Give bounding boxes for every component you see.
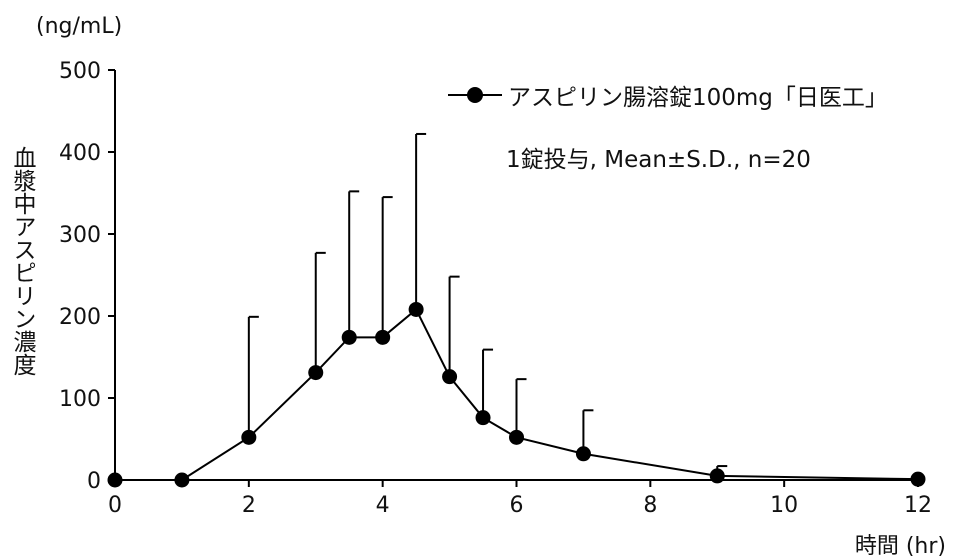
data-point [709, 468, 725, 484]
axes: 0 2 4 6 8 10 12 0 100 200 300 400 500 [59, 59, 932, 518]
x-tick-label: 6 [510, 493, 524, 518]
y-tick-label: 200 [59, 305, 101, 330]
data-point [241, 429, 257, 445]
x-tick-label: 2 [242, 493, 256, 518]
y-axis-title: 血漿中アスピリン濃度 [9, 146, 35, 376]
data-point [375, 329, 391, 345]
y-tick-label: 500 [59, 59, 101, 84]
y-tick-label: 400 [59, 141, 101, 166]
y-tick-label: 300 [59, 223, 101, 248]
chart-annotation: 1錠投与, Mean±S.D., n=20 [506, 147, 811, 173]
x-axis-title: 時間 (hr) [854, 534, 946, 559]
data-point [509, 429, 524, 445]
data-point [107, 472, 123, 488]
legend: アスピリン腸溶錠100mg「日医工」 [446, 80, 888, 111]
y-axis-unit: (ng/mL) [36, 14, 123, 39]
data-point [910, 471, 926, 487]
legend-label: アスピリン腸溶錠100mg「日医工」 [508, 85, 888, 111]
x-tick-label: 4 [376, 493, 390, 518]
legend-swatch [448, 87, 502, 103]
error-bars [247, 132, 728, 476]
data-point [308, 365, 324, 381]
data-point [341, 329, 357, 345]
y-tick-label: 100 [59, 387, 101, 412]
data-point [408, 301, 424, 317]
x-tick-label: 10 [770, 493, 798, 518]
data-point [174, 472, 190, 488]
series-markers [107, 301, 926, 488]
x-tick-label: 8 [643, 493, 657, 518]
data-point [475, 410, 491, 426]
x-tick-label: 0 [108, 493, 122, 518]
data-point [575, 446, 591, 462]
x-tick-label: 12 [904, 493, 932, 518]
y-tick-label: 0 [87, 469, 101, 494]
data-point [442, 369, 458, 385]
